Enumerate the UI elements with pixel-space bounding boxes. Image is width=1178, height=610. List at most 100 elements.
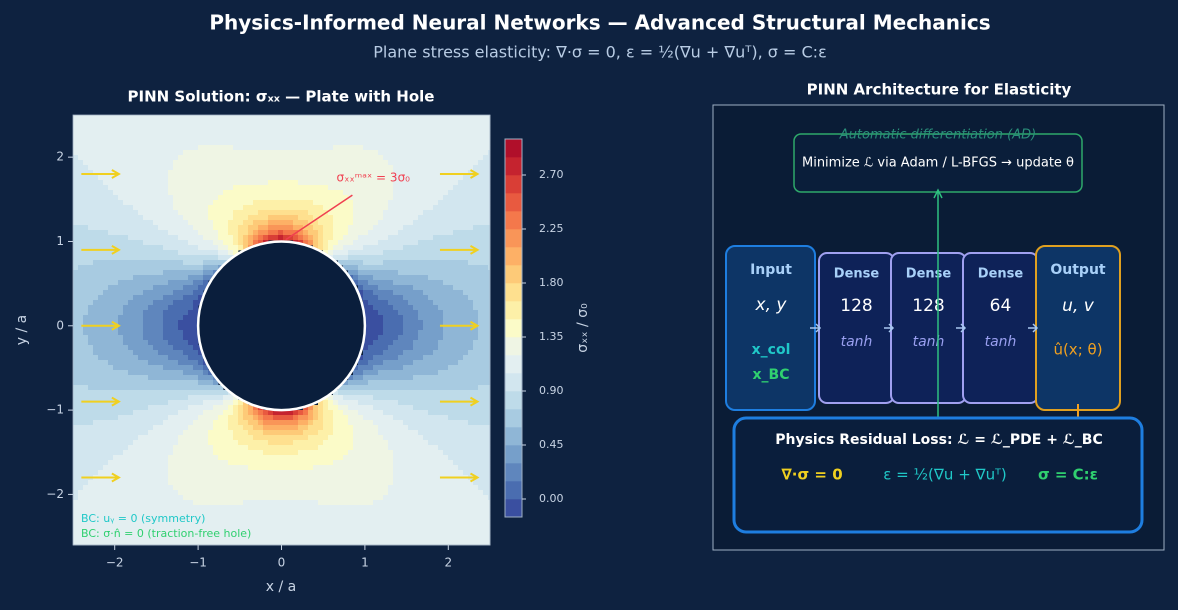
contour-cell	[123, 280, 129, 286]
contour-cell	[213, 420, 219, 426]
contour-cell	[443, 160, 449, 166]
contour-cell	[83, 200, 89, 206]
contour-cell	[118, 280, 124, 286]
contour-cell	[78, 445, 84, 451]
contour-cell	[98, 290, 104, 296]
contour-cell	[438, 195, 444, 201]
contour-cell	[318, 215, 324, 221]
contour-cell	[338, 185, 344, 191]
contour-cell	[393, 315, 399, 321]
contour-cell	[183, 460, 189, 466]
contour-cell	[248, 430, 254, 436]
contour-cell	[448, 305, 454, 311]
contour-cell	[133, 405, 139, 411]
contour-cell	[123, 410, 129, 416]
contour-cell	[88, 235, 94, 241]
contour-cell	[248, 415, 254, 421]
colorbar-label: σₓₓ / σ₀	[575, 303, 591, 353]
contour-cell	[223, 135, 229, 141]
contour-cell	[468, 200, 474, 206]
contour-cell	[78, 290, 84, 296]
contour-cell	[218, 425, 224, 431]
contour-cell	[338, 220, 344, 226]
contour-cell	[138, 195, 144, 201]
contour-cell	[258, 130, 264, 136]
contour-cell	[453, 135, 459, 141]
contour-cell	[258, 240, 264, 246]
contour-cell	[173, 405, 179, 411]
contour-cell	[103, 355, 109, 361]
contour-cell	[103, 160, 109, 166]
contour-cell	[413, 135, 419, 141]
contour-cell	[488, 340, 491, 346]
contour-cell	[443, 265, 449, 271]
contour-cell	[333, 240, 339, 246]
contour-cell	[333, 185, 339, 191]
contour-cell	[73, 135, 79, 141]
contour-cell	[183, 420, 189, 426]
contour-cell	[333, 130, 339, 136]
contour-cell	[373, 240, 379, 246]
contour-cell	[138, 180, 144, 186]
contour-cell	[283, 450, 289, 456]
contour-cell	[428, 245, 434, 251]
contour-cell	[463, 230, 469, 236]
contour-cell	[148, 320, 154, 326]
contour-cell	[128, 445, 134, 451]
contour-cell	[348, 435, 354, 441]
contour-cell	[423, 365, 429, 371]
contour-cell	[288, 455, 294, 461]
contour-cell	[313, 115, 319, 121]
contour-cell	[373, 260, 379, 266]
contour-cell	[113, 455, 119, 461]
contour-cell	[173, 170, 179, 176]
contour-cell	[418, 225, 424, 231]
contour-cell	[433, 210, 439, 216]
contour-cell	[443, 315, 449, 321]
contour-cell	[223, 150, 229, 156]
contour-cell	[118, 170, 124, 176]
contour-cell	[333, 435, 339, 441]
contour-cell	[388, 240, 394, 246]
contour-cell	[308, 415, 314, 421]
contour-cell	[468, 240, 474, 246]
contour-cell	[158, 300, 164, 306]
contour-cell	[378, 250, 384, 256]
contour-cell	[128, 210, 134, 216]
contour-cell	[488, 430, 491, 436]
contour-cell	[218, 405, 224, 411]
contour-cell	[468, 305, 474, 311]
contour-cell	[168, 200, 174, 206]
contour-cell	[118, 310, 124, 316]
contour-cell	[263, 165, 269, 171]
contour-cell	[398, 410, 404, 416]
contour-cell	[73, 445, 79, 451]
contour-cell	[448, 225, 454, 231]
contour-cell	[488, 425, 491, 431]
contour-cell	[218, 185, 224, 191]
contour-cell	[248, 235, 254, 241]
contour-cell	[143, 245, 149, 251]
contour-cell	[453, 395, 459, 401]
contour-cell	[198, 290, 204, 296]
contour-cell	[428, 215, 434, 221]
contour-cell	[153, 195, 159, 201]
contour-cell	[168, 355, 174, 361]
contour-cell	[233, 195, 239, 201]
contour-cell	[93, 190, 99, 196]
contour-cell	[418, 350, 424, 356]
contour-cell	[378, 230, 384, 236]
contour-cell	[433, 355, 439, 361]
contour-cell	[113, 190, 119, 196]
contour-cell	[368, 445, 374, 451]
contour-cell	[138, 275, 144, 281]
contour-cell	[143, 430, 149, 436]
contour-cell	[398, 445, 404, 451]
contour-cell	[428, 445, 434, 451]
contour-cell	[198, 420, 204, 426]
contour-cell	[188, 440, 194, 446]
contour-cell	[373, 390, 379, 396]
contour-cell	[283, 195, 289, 201]
contour-cell	[93, 145, 99, 151]
contour-cell	[113, 220, 119, 226]
